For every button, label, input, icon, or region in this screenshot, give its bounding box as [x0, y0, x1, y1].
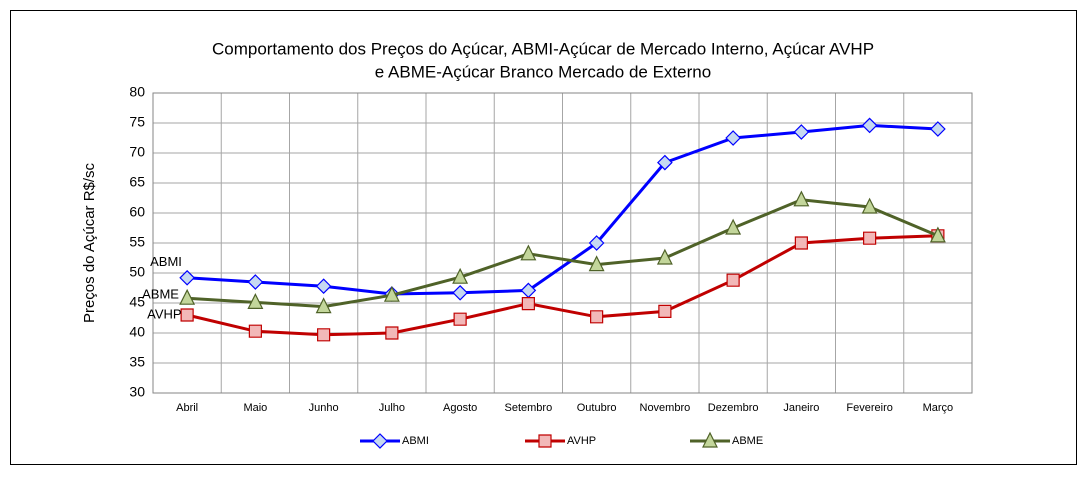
x-tick-label: Março: [923, 402, 954, 414]
data-point: [247, 274, 264, 290]
data-point: [248, 324, 262, 338]
data-point: [725, 130, 741, 146]
data-point: [794, 236, 808, 250]
data-point: [861, 197, 878, 214]
x-tick-label: Setembro: [505, 402, 553, 414]
x-tick-label: Abril: [176, 402, 198, 414]
data-point: [725, 218, 742, 235]
data-point: [520, 244, 537, 261]
series-line: [187, 123, 938, 296]
data-point: [452, 284, 468, 301]
data-point: [588, 255, 605, 272]
data-point: [656, 248, 673, 265]
data-point: [929, 226, 946, 243]
chart-title: e ABME-Açúcar Branco Mercado de Externo: [375, 62, 711, 81]
y-tick-label: 50: [129, 264, 145, 280]
data-point: [793, 124, 810, 140]
data-point: [452, 267, 469, 284]
series-annotation: AVHP: [147, 306, 181, 321]
data-point: [315, 297, 332, 314]
y-tick-label: 75: [129, 114, 145, 130]
y-tick-label: 45: [129, 294, 145, 310]
y-tick-label: 35: [129, 354, 145, 370]
x-tick-label: Novembro: [640, 402, 691, 414]
y-axis-label: Preços do Açúcar R$/sc: [81, 162, 98, 323]
x-tick-label: Janeiro: [783, 402, 819, 414]
series-annotation: ABMI: [150, 254, 182, 269]
data-point: [383, 285, 400, 302]
data-point: [590, 310, 604, 324]
chart-title: Comportamento dos Preços do Açúcar, ABMI…: [212, 39, 874, 58]
legend-marker: [538, 434, 552, 448]
data-point: [588, 235, 605, 251]
y-tick-label: 55: [129, 234, 145, 250]
series-annotation: ABME: [142, 287, 179, 302]
data-point: [179, 269, 195, 286]
x-tick-label: Fevereiro: [846, 402, 892, 414]
y-tick-label: 40: [129, 324, 145, 340]
legend-label: AVHP: [567, 435, 596, 447]
x-tick-label: Agosto: [443, 402, 477, 414]
x-tick-label: Maio: [243, 402, 267, 414]
legend-marker: [372, 433, 388, 449]
series-line: [187, 198, 939, 309]
legend-label: ABME: [732, 435, 763, 447]
data-point: [657, 154, 673, 171]
data-point: [726, 273, 740, 287]
x-tick-label: Outubro: [577, 402, 617, 414]
data-point: [385, 326, 399, 340]
data-point: [453, 312, 467, 326]
y-tick-label: 70: [129, 144, 145, 160]
data-point: [658, 304, 672, 318]
data-point: [521, 297, 535, 311]
data-point: [180, 308, 194, 322]
y-tick-label: 60: [129, 204, 145, 220]
data-point: [247, 293, 264, 309]
data-point: [930, 121, 946, 137]
x-tick-label: Julho: [379, 402, 405, 414]
data-point: [317, 328, 331, 342]
data-point: [315, 278, 332, 295]
plot-border: [152, 92, 973, 394]
legend-label: ABMI: [402, 435, 429, 447]
x-tick-label: Junho: [309, 402, 339, 414]
data-point: [179, 288, 196, 305]
data-point: [863, 231, 877, 245]
legend-marker: [702, 431, 718, 448]
y-tick-label: 30: [129, 384, 145, 400]
y-tick-label: 80: [129, 84, 145, 100]
x-tick-label: Dezembro: [708, 402, 759, 414]
y-tick-label: 65: [129, 174, 145, 190]
series-line: [186, 234, 938, 337]
data-point: [793, 190, 810, 207]
data-point: [861, 117, 878, 134]
